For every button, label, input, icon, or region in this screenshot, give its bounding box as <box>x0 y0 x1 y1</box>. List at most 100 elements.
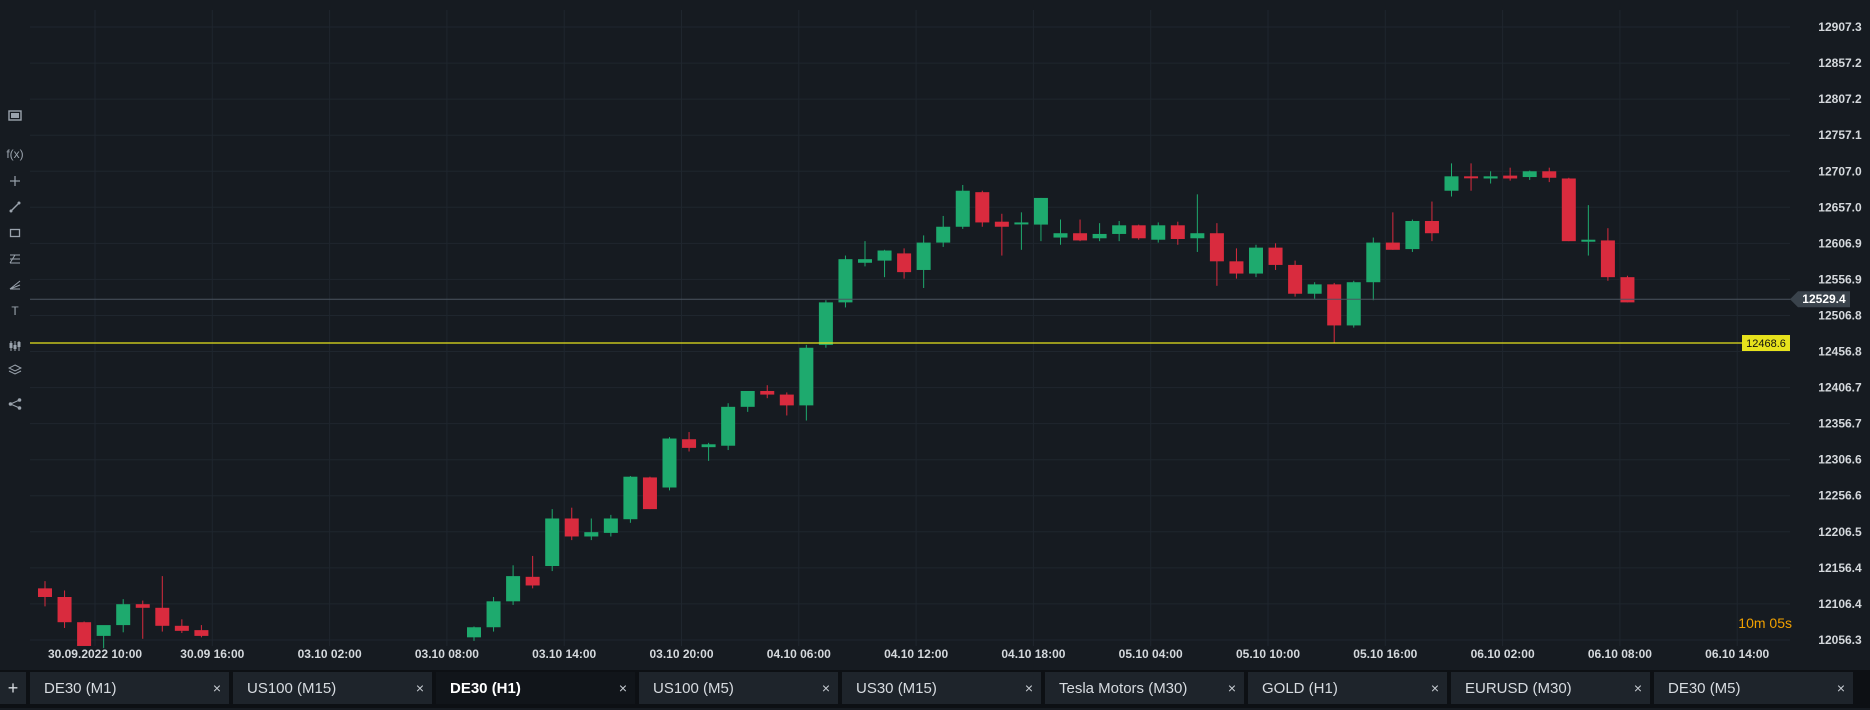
y-tick-label: 12907.3 <box>1818 20 1862 34</box>
x-tick-label: 03.10 02:00 <box>298 647 362 661</box>
candle-body <box>1053 233 1068 238</box>
candle-body <box>1092 233 1107 239</box>
candle-body <box>1620 277 1635 303</box>
candle-body <box>858 259 872 263</box>
crosshair-icon[interactable] <box>4 171 26 191</box>
y-tick-label: 12156.4 <box>1818 561 1862 575</box>
chart-tab[interactable]: EURUSD (M30) × <box>1451 672 1650 704</box>
tab-label: DE30 (M1) <box>44 680 117 697</box>
chart-tab[interactable]: DE30 (M5) × <box>1654 672 1853 704</box>
candle-body <box>1288 264 1303 294</box>
close-tab-icon[interactable]: × <box>1227 680 1236 696</box>
close-tab-icon[interactable]: × <box>1633 680 1642 696</box>
close-tab-icon[interactable]: × <box>821 680 830 696</box>
candle-body <box>57 596 72 623</box>
pitchfork-icon[interactable] <box>4 275 26 295</box>
candle-body <box>1307 284 1322 294</box>
candle-body <box>1464 176 1479 179</box>
chart-tab[interactable]: DE30 (H1) × <box>436 672 635 704</box>
layers-icon[interactable] <box>4 360 26 380</box>
candle-body <box>525 576 540 586</box>
candle-body <box>975 192 990 223</box>
candle-body <box>955 190 970 227</box>
candle-body <box>1170 225 1185 239</box>
chart-tab[interactable]: GOLD (H1) × <box>1248 672 1447 704</box>
tab-label: US100 (M15) <box>247 680 337 697</box>
tab-label: Tesla Motors (M30) <box>1059 680 1188 697</box>
candle-body <box>1268 247 1283 265</box>
fibonacci-icon[interactable] <box>4 249 26 269</box>
candle-body <box>662 438 677 488</box>
text-tool-icon[interactable]: T <box>4 301 26 321</box>
candle-body <box>603 518 618 533</box>
x-tick-label: 04.10 06:00 <box>767 647 831 661</box>
candle-body <box>877 250 892 261</box>
candle-body <box>1151 225 1166 240</box>
candle-body <box>194 630 209 636</box>
close-tab-icon[interactable]: × <box>415 680 424 696</box>
candle-body <box>1424 220 1439 234</box>
indicators-icon[interactable] <box>4 336 26 356</box>
horizontal-level-label: 12468.6 <box>1746 338 1786 350</box>
add-tab-button[interactable]: + <box>0 672 26 704</box>
candle-body <box>1561 178 1576 242</box>
chart-tab-bar: + DE30 (M1) × US100 (M15) × DE30 (H1) × US100 … <box>0 670 1870 708</box>
trendline-icon[interactable] <box>4 197 26 217</box>
close-tab-icon[interactable]: × <box>1024 680 1033 696</box>
function-label: f(x) <box>6 147 24 161</box>
current-price-label: 12529.4 <box>1802 292 1846 306</box>
candle-body <box>701 444 716 448</box>
y-tick-label: 12106.4 <box>1818 597 1862 611</box>
horizontal-level-badge <box>1742 335 1790 352</box>
candlestick-chart-svg[interactable]: 12907.3 12857.2 12807.2 12757.1 12707.0 12657… <box>0 0 1870 668</box>
candle-body <box>96 625 111 636</box>
candle-body <box>1366 242 1381 283</box>
x-tick-label: 03.10 20:00 <box>649 647 713 661</box>
price-chart[interactable]: 12907.3 12857.2 12807.2 12757.1 12707.0 12657… <box>0 0 1870 668</box>
close-tab-icon[interactable]: × <box>618 680 627 696</box>
candle-body <box>1190 233 1205 239</box>
y-tick-label: 12506.8 <box>1818 308 1862 322</box>
candle-body <box>1073 233 1088 241</box>
chart-tab[interactable]: Tesla Motors (M30) × <box>1045 672 1244 704</box>
candle-body <box>760 390 775 395</box>
candle-body <box>486 601 501 628</box>
rectangle-icon[interactable] <box>4 223 26 243</box>
y-tick-label: 12456.8 <box>1818 345 1862 359</box>
y-tick-label: 12306.6 <box>1818 453 1862 467</box>
tab-label: US30 (M15) <box>856 680 937 697</box>
candle-body <box>1522 171 1537 178</box>
y-tick-label: 12857.2 <box>1818 56 1862 70</box>
share-icon[interactable] <box>4 394 26 414</box>
candle-body <box>838 259 853 303</box>
layout-icon[interactable] <box>4 106 26 126</box>
chart-tab[interactable]: US100 (M5) × <box>639 672 838 704</box>
candle-body <box>155 607 170 626</box>
close-tab-icon[interactable]: × <box>212 680 221 696</box>
candle-body <box>799 347 814 406</box>
candle-body <box>1346 282 1361 326</box>
x-tick-label: 05.10 10:00 <box>1236 647 1300 661</box>
candle-body <box>994 221 1009 227</box>
candle-body <box>1385 242 1400 250</box>
x-tick-label: 06.10 14:00 <box>1705 647 1769 661</box>
y-tick-label: 12256.6 <box>1818 489 1862 503</box>
chart-tab[interactable]: US100 (M15) × <box>233 672 432 704</box>
tab-label: DE30 (M5) <box>1668 680 1741 697</box>
y-tick-label: 12807.2 <box>1818 92 1862 106</box>
function-icon[interactable]: f(x) <box>4 144 26 164</box>
close-tab-icon[interactable]: × <box>1430 680 1439 696</box>
candle-body <box>740 390 755 407</box>
candle-body <box>1014 222 1029 225</box>
x-tick-label: 03.10 14:00 <box>532 647 596 661</box>
chart-tab[interactable]: DE30 (M1) × <box>30 672 229 704</box>
candle-body <box>1249 247 1263 274</box>
close-tab-icon[interactable]: × <box>1836 680 1845 696</box>
text-tool-label: T <box>11 304 19 318</box>
chart-tab[interactable]: US30 (M15) × <box>842 672 1041 704</box>
candle-body <box>1209 233 1224 262</box>
x-tick-label: 03.10 08:00 <box>415 647 479 661</box>
candle-body <box>135 604 150 608</box>
candle-body <box>545 518 560 567</box>
y-tick-label: 12707.0 <box>1818 164 1862 178</box>
